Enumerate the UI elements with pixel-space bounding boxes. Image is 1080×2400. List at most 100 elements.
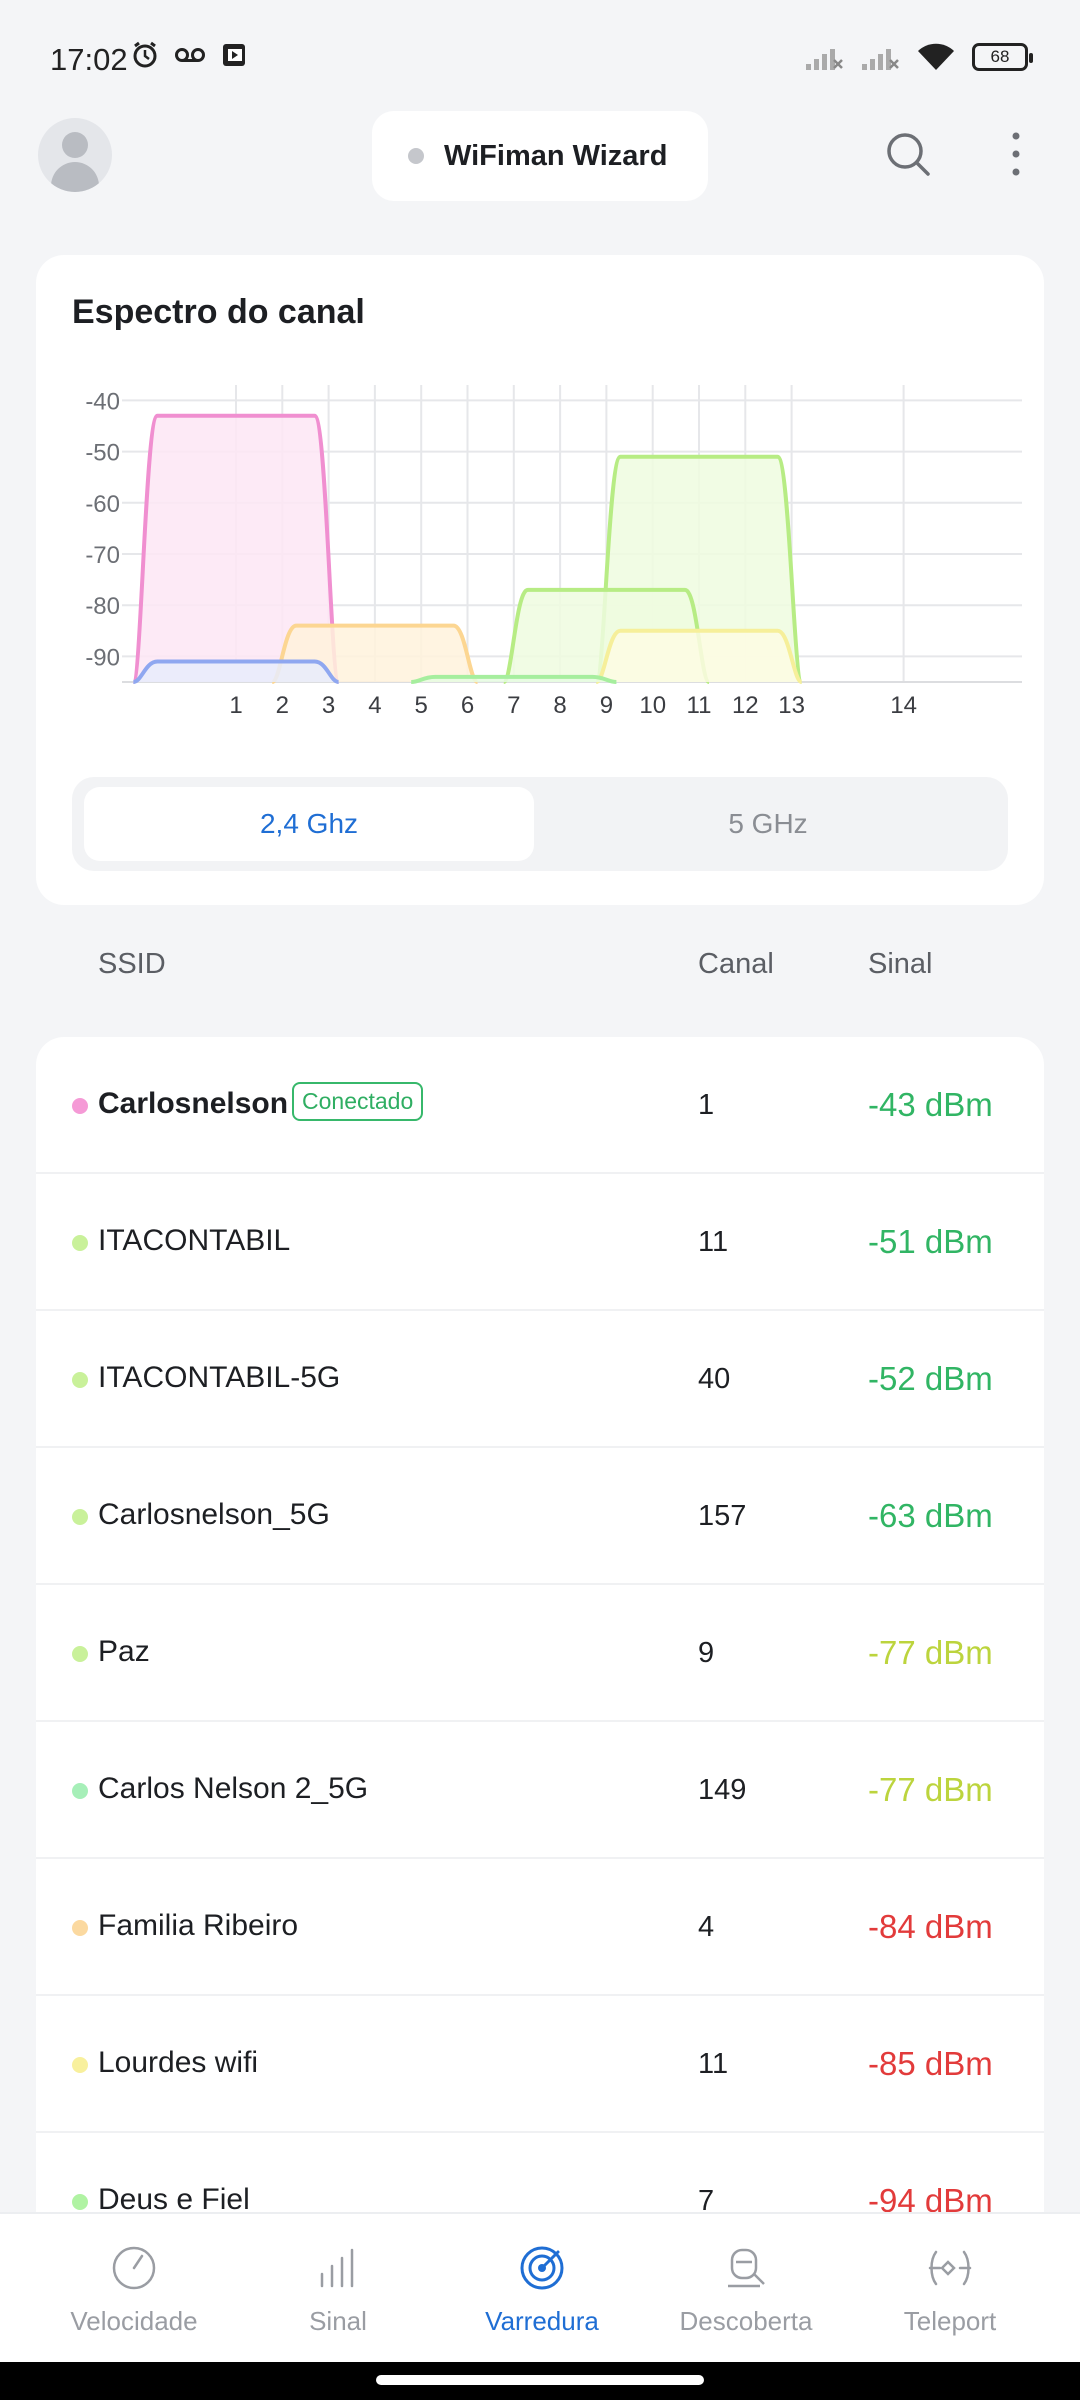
network-row[interactable]: ITACONTABIL-5G 40 -52 dBm [36, 1311, 1044, 1448]
band-5ghz-tab[interactable]: 5 GHz [728, 808, 808, 839]
x-tick-label: 3 [322, 692, 335, 715]
avatar[interactable] [38, 118, 112, 192]
nav-label: Descoberta [679, 2306, 813, 2336]
network-color-dot [72, 2057, 88, 2073]
network-signal: -51 dBm [868, 1223, 993, 1260]
network-ssid: Carlosnelson [98, 1087, 289, 1120]
channel-spectrum-chart: -40-50-60-70-80-901 2 3 4 5 6 7 8 9 10 11 12 13 14 [85, 385, 1022, 715]
media-icon [223, 44, 245, 66]
search-icon[interactable] [884, 130, 932, 178]
series-area [596, 630, 802, 682]
network-list-header: SSID Canal Sinal [0, 930, 1080, 996]
cellular-signal-off-icon [806, 49, 843, 70]
column-header-ssid[interactable]: SSID [98, 948, 166, 980]
y-tick-label: -60 [85, 491, 120, 518]
network-row[interactable]: Carlos Nelson 2_5G 149 -77 dBm [36, 1722, 1044, 1859]
y-tick-label: -70 [85, 542, 120, 569]
network-row[interactable]: ITACONTABIL 11 -51 dBm [36, 1174, 1044, 1311]
x-tick-label: 4 [368, 692, 381, 715]
band-selector: 2,4 Ghz 5 GHz [72, 777, 1008, 871]
x-tick-label: 2 [276, 692, 289, 715]
alarm-icon [133, 41, 157, 68]
x-tick-label: 13 [778, 692, 805, 715]
network-row[interactable]: Paz 9 -77 dBm [36, 1585, 1044, 1722]
network-ssid: Carlos Nelson 2_5G [98, 1772, 369, 1805]
network-list: Carlosnelson Conectado 1 -43 dBm ITACONTABIL… [36, 1037, 1044, 2217]
network-row[interactable]: Carlosnelson_5G 157 -63 dBm [36, 1448, 1044, 1585]
battery-indicator: 68 [972, 43, 1033, 71]
network-row[interactable]: Familia Ribeiro 4 -84 dBm [36, 1859, 1044, 1996]
nav-label: Sinal [309, 2306, 367, 2336]
x-tick-label: 7 [507, 692, 520, 715]
nav-teleport[interactable]: Teleport [842, 2214, 1058, 2364]
network-channel: 11 [698, 1226, 729, 1258]
signal-bars-icon [320, 2248, 354, 2288]
nav-label: Teleport [903, 2306, 997, 2336]
x-tick-label: 14 [890, 692, 917, 715]
series-line [131, 413, 341, 684]
network-signal: -77 dBm [868, 1634, 993, 1671]
gesture-area [0, 2362, 1080, 2400]
network-signal: -52 dBm [868, 1360, 993, 1397]
network-channel: 9 [698, 1637, 715, 1669]
network-channel: 149 [698, 1774, 747, 1806]
series-line [595, 628, 803, 684]
cellular-signal-off-icon [862, 49, 899, 70]
bottom-navigation: Velocidade Sinal Varredura Descoberta Te… [0, 2212, 1080, 2362]
discovery-icon [728, 2248, 765, 2288]
column-header-signal[interactable]: Sinal [868, 948, 933, 980]
status-system-icons: 68 [804, 42, 1033, 72]
battery-level: 68 [990, 47, 1010, 66]
network-channel: 7 [698, 2185, 715, 2217]
network-row[interactable]: Lourdes wifi 11 -85 dBm [36, 1996, 1044, 2133]
network-signal: -43 dBm [868, 1086, 993, 1123]
network-ssid: Familia Ribeiro [98, 1909, 299, 1942]
x-tick-label: 1 [229, 692, 242, 715]
network-ssid: Paz [98, 1635, 150, 1668]
network-ssid: ITACONTABIL-5G [98, 1361, 341, 1394]
x-tick-label: 10 [639, 692, 666, 715]
y-tick-label: -90 [85, 644, 120, 671]
x-tick-label: 11 [687, 692, 712, 715]
home-gesture-bar[interactable] [376, 2375, 704, 2385]
series-area [133, 415, 339, 682]
network-ssid: Carlosnelson_5G [98, 1498, 330, 1531]
network-channel: 4 [698, 1911, 715, 1943]
connected-badge: Conectado [292, 1082, 424, 1121]
more-options-icon[interactable] [998, 130, 1034, 178]
radar-icon [520, 2246, 564, 2290]
band-2-4ghz-tab[interactable]: 2,4 Ghz [84, 787, 534, 861]
network-color-dot [72, 2194, 88, 2210]
nav-velocidade[interactable]: Velocidade [26, 2214, 242, 2364]
network-signal: -94 dBm [868, 2182, 993, 2217]
network-channel: 1 [698, 1089, 715, 1121]
column-header-channel[interactable]: Canal [698, 948, 774, 980]
teleport-icon [928, 2250, 972, 2286]
status-dot [408, 148, 424, 164]
wizard-button[interactable]: WiFiman Wizard [372, 111, 708, 201]
network-row[interactable]: Carlosnelson Conectado 1 -43 dBm [36, 1037, 1044, 1174]
y-tick-label: -80 [85, 593, 120, 620]
nav-sinal[interactable]: Sinal [230, 2214, 446, 2364]
series-line [411, 674, 617, 684]
network-color-dot [72, 1920, 88, 1936]
voicemail-icon [175, 48, 205, 62]
network-channel: 157 [698, 1500, 747, 1532]
wizard-label: WiFiman Wizard [444, 139, 668, 172]
series-area [133, 661, 339, 682]
y-tick-label: -40 [85, 388, 120, 415]
wifi-icon [918, 43, 954, 70]
network-row[interactable]: Deus e Fiel 7 -94 dBm [36, 2133, 1044, 2217]
x-tick-label: 12 [732, 692, 759, 715]
network-signal: -63 dBm [868, 1497, 993, 1534]
series-line [132, 659, 340, 684]
network-ssid: Lourdes wifi [98, 2046, 259, 2079]
y-tick-label: -50 [85, 440, 120, 467]
nav-varredura[interactable]: Varredura [434, 2214, 650, 2364]
status-time: 17:02 [50, 42, 128, 77]
nav-descoberta[interactable]: Descoberta [638, 2214, 854, 2364]
network-color-dot [72, 1783, 88, 1799]
network-color-dot [72, 1235, 88, 1251]
network-color-dot [72, 1646, 88, 1662]
x-tick-label: 8 [553, 692, 566, 715]
